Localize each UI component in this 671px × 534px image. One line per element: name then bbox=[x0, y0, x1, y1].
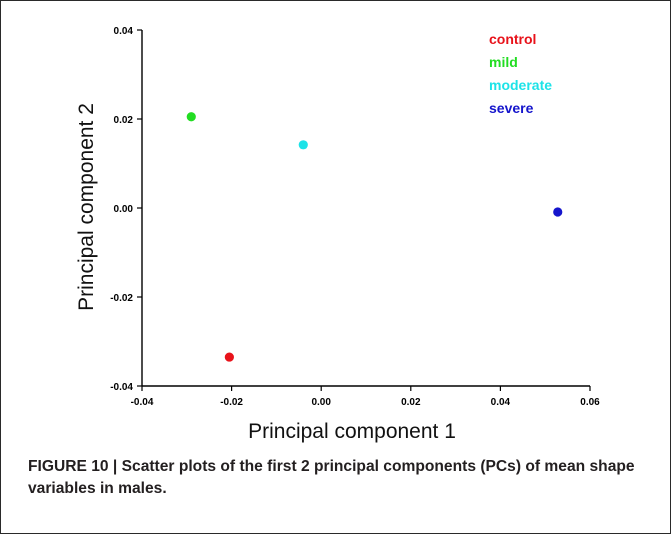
legend: control mild moderate severe bbox=[489, 31, 552, 116]
data-point-severe bbox=[553, 207, 563, 217]
legend-entry-severe: severe bbox=[489, 100, 534, 116]
legend-entry-control: control bbox=[489, 31, 536, 47]
legend-entry-moderate: moderate bbox=[489, 77, 552, 93]
x-tick-label: 0.04 bbox=[491, 397, 511, 408]
data-points bbox=[186, 112, 563, 362]
y-tick-label: -0.04 bbox=[110, 382, 133, 393]
data-point-control bbox=[224, 352, 234, 362]
axis-ticks: -0.04 -0.02 0.00 0.02 0.04 0.06 -0.04 -0.02 0.00… bbox=[110, 26, 600, 408]
legend-entry-mild: mild bbox=[489, 54, 518, 70]
figure-caption: FIGURE 10 | Scatter plots of the first 2… bbox=[28, 458, 635, 497]
x-tick-label: 0.00 bbox=[311, 397, 331, 408]
x-tick-label: -0.02 bbox=[220, 397, 243, 408]
x-axis-title: Principal component 1 bbox=[248, 420, 456, 443]
y-tick-label: 0.00 bbox=[114, 204, 134, 215]
y-tick-label: 0.04 bbox=[114, 26, 134, 37]
y-tick-label: -0.02 bbox=[110, 293, 133, 304]
x-tick-label: 0.06 bbox=[580, 397, 600, 408]
x-tick-label: -0.04 bbox=[131, 397, 154, 408]
y-tick-label: 0.02 bbox=[114, 115, 134, 126]
data-point-mild bbox=[186, 112, 196, 122]
data-point-moderate bbox=[298, 140, 308, 150]
x-tick-label: 0.02 bbox=[401, 397, 421, 408]
y-axis-title: Principal component 2 bbox=[75, 103, 98, 311]
